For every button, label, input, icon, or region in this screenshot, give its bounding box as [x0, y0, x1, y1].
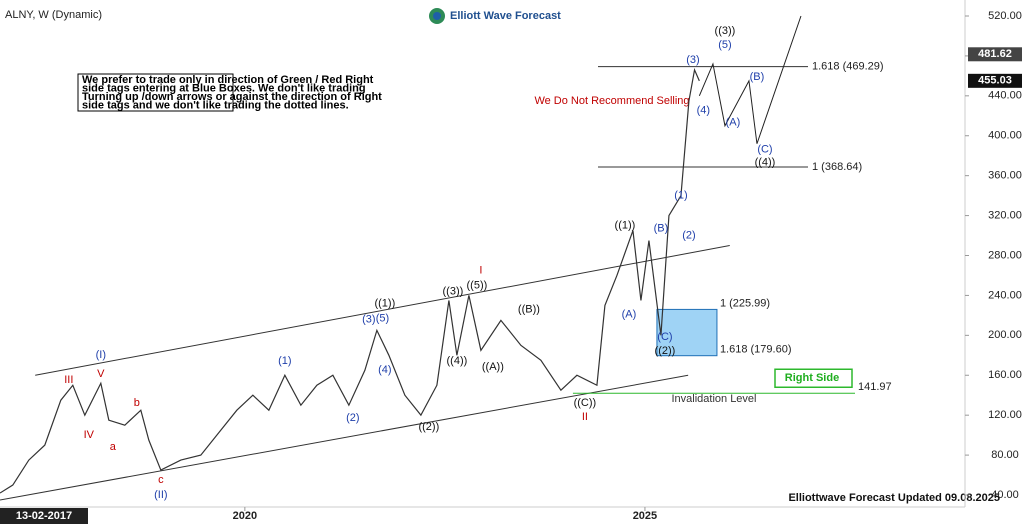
wave-label: (4)	[378, 364, 391, 376]
y-tick-label: 400.00	[988, 130, 1022, 142]
wave-label: ((C))	[574, 397, 597, 409]
y-tick-label: 520.00	[988, 10, 1022, 22]
wave-label: ((4))	[447, 355, 468, 367]
x-tick-label: 2025	[633, 510, 657, 522]
wave-label: b	[134, 397, 140, 409]
wave-label: IV	[84, 429, 95, 441]
price-badge	[968, 47, 1022, 62]
y-tick-label: 120.00	[988, 409, 1022, 421]
brand: Elliott Wave Forecast	[450, 10, 561, 22]
wave-label: ((B))	[518, 303, 540, 315]
y-tick-label: 440.00	[988, 90, 1022, 102]
wave-label: ((2))	[418, 421, 439, 433]
fib-label: 1 (368.64)	[812, 161, 862, 173]
wave-label: ((1))	[615, 219, 636, 231]
y-tick-label: 200.00	[988, 329, 1022, 341]
footer: Elliottwave Forecast Updated 09.08.2025	[788, 492, 1000, 504]
wave-label: (1)	[674, 190, 687, 202]
projection-line	[698, 15, 802, 144]
blue-box-label: 1 (225.99)	[720, 297, 770, 309]
start-date: 13-02-2017	[16, 510, 72, 522]
wave-label: ((3))	[715, 25, 736, 37]
fib-label: 1.618 (469.29)	[812, 61, 884, 73]
right-side-box	[774, 368, 853, 389]
note-line: side tags and we don't like trading the …	[82, 99, 349, 111]
y-tick-label: 80.00	[991, 449, 1019, 461]
wave-label: II	[582, 411, 588, 423]
wave-label: (5)	[376, 312, 389, 324]
start-date-box	[0, 508, 88, 524]
wave-label: (C)	[657, 331, 672, 343]
chart-title: ALNY, W (Dynamic)	[5, 9, 102, 21]
note-line: side tags entering at Blue Boxes. We don…	[82, 82, 366, 94]
wave-label: (A)	[726, 117, 741, 129]
wave-label: (2)	[682, 229, 695, 241]
wave-label: (A)	[622, 308, 637, 320]
wave-label: (II)	[154, 489, 167, 501]
blue-box-label: 1.618 (179.60)	[720, 344, 792, 356]
invalidation-value: 141.97	[858, 381, 892, 393]
price-badge	[968, 73, 1022, 88]
wave-label: a	[110, 441, 117, 453]
y-tick-label: 320.00	[988, 209, 1022, 221]
y-tick-label: 40.00	[991, 489, 1019, 501]
wave-label: (2)	[346, 412, 359, 424]
price-badge-label: 455.03	[978, 75, 1012, 87]
wave-label: (B)	[654, 222, 669, 234]
y-tick-label: 280.00	[988, 249, 1022, 261]
warning: We Do Not Recommend Selling	[534, 95, 689, 107]
y-tick-label: 360.00	[988, 170, 1022, 182]
logo: Elliott Wave Forecast	[429, 8, 561, 24]
note-box	[77, 73, 234, 112]
channel-line	[35, 245, 730, 376]
wave-label: (5)	[718, 39, 731, 51]
wave-label: ((4))	[755, 157, 776, 169]
wave-label: (3)	[686, 54, 699, 66]
blue-box	[656, 308, 718, 357]
wave-label: I	[479, 264, 482, 276]
logo-icon-inner	[433, 12, 441, 20]
right-side-tag: Right Side	[785, 372, 839, 384]
wave-label: (I)	[96, 349, 106, 361]
y-tick-label: 160.00	[988, 369, 1022, 381]
wave-label: ((1))	[374, 297, 395, 309]
wave-label: c	[158, 474, 164, 486]
invalidation-label: Invalidation Level	[671, 393, 756, 405]
wave-label: III	[64, 374, 73, 386]
price-badge-label: 481.62	[978, 48, 1012, 60]
wave-label: (4)	[697, 105, 710, 117]
price-line	[0, 67, 700, 494]
note-line: Turning up /down arrows or against the d…	[82, 91, 382, 103]
wave-label: V	[97, 368, 105, 380]
wave-label: ((A))	[482, 361, 504, 373]
wave-label: (3)	[362, 313, 375, 325]
note-line: We prefer to trade only in direction of …	[82, 74, 374, 86]
channel-line	[0, 374, 689, 501]
wave-label: (C)	[757, 144, 772, 156]
wave-label: (1)	[278, 355, 291, 367]
wave-label: ((3))	[443, 285, 464, 297]
wave-label: ((2))	[655, 345, 676, 357]
wave-label: ((5))	[467, 279, 488, 291]
x-tick-label: 2020	[233, 510, 257, 522]
wave-label: (B)	[750, 71, 765, 83]
y-tick-label: 240.00	[988, 289, 1022, 301]
